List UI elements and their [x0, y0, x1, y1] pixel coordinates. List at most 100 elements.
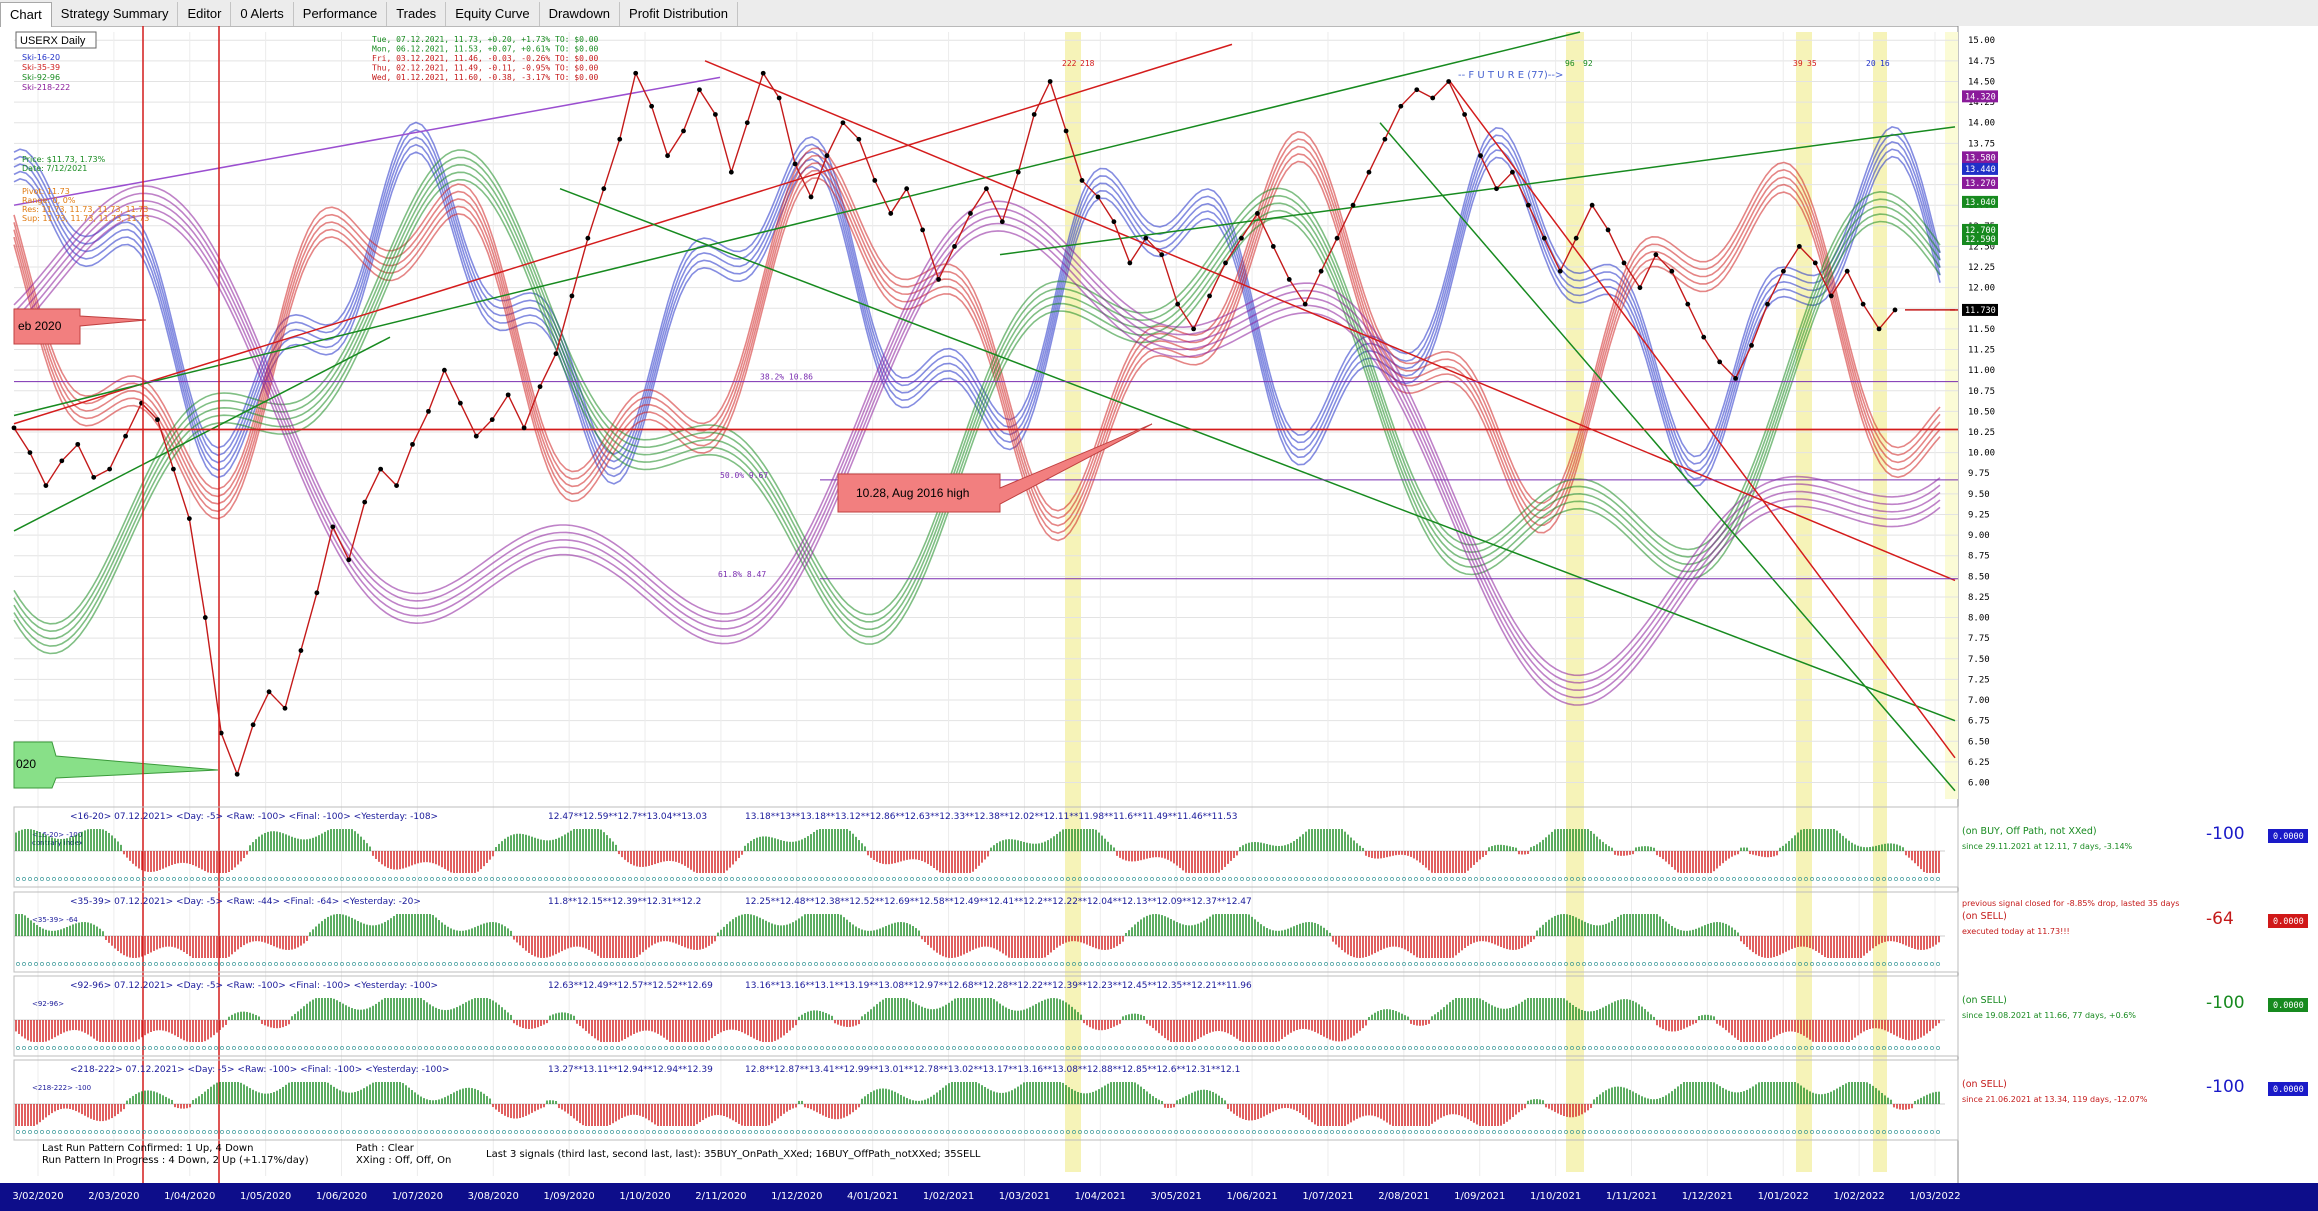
tab-chart[interactable]: Chart	[0, 2, 52, 27]
cycle-label: 35	[1807, 59, 1817, 68]
y-tick-label: 9.25	[1968, 510, 1990, 520]
cycle-label: 218	[1080, 59, 1095, 68]
trend-line	[13, 336, 391, 532]
indicator-panel: <92-96> 07.12.2021> <Day: -5> <Raw: -100…	[13, 975, 2308, 1057]
price-info: Price: $11.73, 1.73%	[22, 155, 106, 164]
price-point	[91, 474, 97, 480]
tab-trades[interactable]: Trades	[387, 2, 447, 26]
x-tick-label: 1/01/2022	[1757, 1191, 1809, 1202]
footer-line: Last 3 signals (third last, second last,…	[486, 1149, 981, 1160]
price-point	[760, 70, 766, 76]
indicator-seq: 13.16**13.16**13.1**13.19**13.08**12.97*…	[745, 981, 1252, 991]
price-point	[920, 227, 926, 233]
price-point	[1031, 112, 1037, 117]
price-point	[1063, 128, 1069, 134]
indicator-header: <92-96> 07.12.2021> <Day: -5> <Raw: -100…	[70, 981, 438, 991]
ohlc-line: Fri, 03.12.2021, 11.46, -0.03, -0.26% TO…	[372, 54, 599, 63]
y-tick-label: 8.25	[1968, 593, 1990, 603]
price-point	[936, 277, 941, 282]
tab-0-alerts[interactable]: 0 Alerts	[231, 2, 294, 26]
price-point	[1525, 202, 1531, 208]
chart-area[interactable]: 6.00 6.25 6.50 6.75 7.00 7.25 7.50 7.75 8.00 8.25…	[0, 26, 2318, 1183]
price-point	[1478, 153, 1483, 159]
indicator-status: (on SELL)	[1962, 995, 2007, 1006]
tab-equity-curve[interactable]: Equity Curve	[446, 2, 540, 26]
price-point	[1398, 103, 1404, 109]
indicator-panel: <16-20> 07.12.2021> <Day: -5> <Raw: -100…	[13, 806, 2308, 888]
price-point	[1589, 202, 1595, 208]
price-point	[107, 466, 113, 472]
tab-editor[interactable]: Editor	[178, 2, 232, 26]
x-tick-label: 3/02/2020	[12, 1191, 64, 1202]
price-point	[1111, 219, 1117, 225]
date-axis: 3/02/2020 2/03/2020 1/04/2020 1/05/2020 1/06…	[0, 1183, 2318, 1211]
y-tick-label: 6.50	[1968, 737, 1990, 747]
y-tick-label: 10.00	[1968, 449, 1995, 459]
price-point	[123, 433, 128, 439]
price-point	[983, 186, 989, 192]
price-point	[1844, 268, 1850, 274]
tab-strategy-summary[interactable]: Strategy Summary	[52, 2, 179, 26]
price-point	[601, 186, 607, 192]
indicator-seq: 13.18**13**13.18**13.12**12.86**12.63**1…	[745, 812, 1237, 822]
fib-label: 61.8% 8.47	[718, 570, 766, 579]
price-point	[521, 425, 527, 431]
price-point	[1812, 260, 1818, 266]
y-tick-label: 14.00	[1968, 119, 1995, 129]
ohlc-line: Wed, 01.12.2021, 11.60, -0.38, -3.17% TO…	[372, 73, 599, 82]
x-tick-label: 1/07/2021	[1302, 1191, 1354, 1202]
annotation-text: 10.28, Aug 2016 high	[856, 486, 969, 500]
tab-performance[interactable]: Performance	[294, 2, 388, 26]
x-tick-label: 1/03/2021	[998, 1191, 1051, 1202]
price-point	[888, 211, 894, 216]
price-tag	[1962, 303, 1998, 316]
tab-profit-distribution[interactable]: Profit Distribution	[620, 2, 739, 26]
y-tick-label: 8.50	[1968, 572, 1990, 582]
price-point	[250, 722, 256, 728]
cycle-label: 222	[1062, 59, 1077, 68]
price-point	[457, 400, 463, 406]
price-point	[681, 128, 686, 134]
price-point	[585, 235, 591, 241]
ohlc-line: Tue, 07.12.2021, 11.73, +0.20, +1.73% TO…	[372, 35, 599, 44]
x-tick-label: 1/04/2020	[164, 1191, 216, 1202]
price-point	[346, 557, 352, 563]
trend-line	[1379, 122, 1956, 792]
price-tag-value: 13.040	[1965, 198, 1996, 208]
price-point	[266, 689, 272, 695]
price-point	[968, 211, 973, 216]
y-tick-label: 6.00	[1968, 779, 1990, 789]
indicator-value: -100	[2206, 824, 2245, 844]
price-point	[1860, 301, 1866, 307]
price-point	[728, 169, 734, 175]
price-tag	[1962, 162, 1998, 175]
price-point	[1366, 169, 1372, 175]
price-point	[665, 153, 670, 159]
indicator-sub: <218-222> -100	[32, 1084, 91, 1092]
indicator-badge: 0.0000	[2273, 1085, 2304, 1095]
price-point	[1318, 268, 1324, 274]
x-tick-label: 1/07/2020	[391, 1191, 444, 1202]
y-tick-label: 8.75	[1968, 552, 1990, 562]
indicator-sub: <92-96>	[32, 1000, 64, 1008]
price-point	[1876, 326, 1882, 332]
y-tick-label: 7.25	[1968, 675, 1990, 685]
price-tag-value: 11.730	[1965, 306, 1996, 316]
tab-drawdown[interactable]: Drawdown	[540, 2, 621, 26]
y-tick-label: 12.25	[1968, 263, 1995, 273]
price-tag-value: 13.270	[1965, 179, 1996, 189]
y-tick-label: 12.50	[1968, 242, 1995, 252]
price-point	[1159, 252, 1165, 258]
x-tick-label: 1/11/2021	[1605, 1191, 1658, 1202]
y-tick-label: 9.75	[1968, 469, 1990, 479]
price-tag-value: 12.700	[1965, 226, 1996, 236]
price-point	[537, 384, 543, 390]
price-point	[473, 433, 479, 439]
cycle-label: 20	[1866, 59, 1876, 68]
indicator-sub: <35-39> -64	[32, 916, 78, 924]
indicator-seq: 12.63**12.49**12.57**12.52**12.69	[548, 981, 713, 991]
legend-entry: Ski-92-96	[22, 73, 60, 82]
x-tick-label: 1/03/2022	[1909, 1191, 1961, 1202]
indicator-sub: <16-20> -100	[32, 831, 82, 839]
price-point	[1223, 260, 1228, 266]
